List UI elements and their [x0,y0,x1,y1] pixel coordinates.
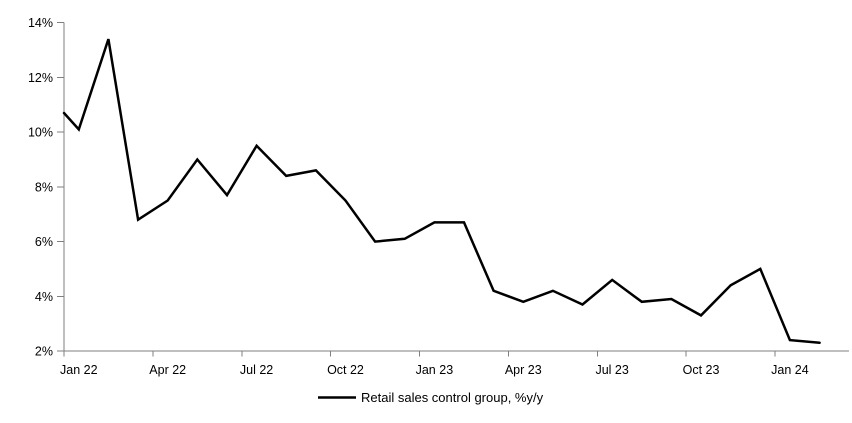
x-tick-label: Jul 23 [595,363,628,377]
x-axis-ticks: Jan 22 Apr 22 Jul 22 Oct 22 Jan 23 Apr 23 Jul … [60,351,809,377]
y-tick-label: 2% [35,345,53,359]
x-tick-label: Oct 22 [327,363,364,377]
y-axis-ticks: 14% 12% 10% 8% 6% 4% 2% [28,16,64,359]
y-tick-label: 12% [28,71,53,85]
y-tick-label: 8% [35,180,53,194]
x-tick-label: Oct 23 [683,363,720,377]
x-tick-label: Jan 24 [771,363,809,377]
series-line-retail-sales-control-group [62,38,821,345]
y-tick-label: 4% [35,290,53,304]
x-tick-label: Jan 23 [416,363,454,377]
y-tick-label: 6% [35,235,53,249]
y-tick-label: 10% [28,126,53,140]
y-tick-label: 14% [28,16,53,30]
x-tick-label: Apr 23 [505,363,542,377]
legend: Retail sales control group, %y/y [318,390,544,405]
x-tick-label: Jul 22 [240,363,273,377]
x-tick-label: Apr 22 [149,363,186,377]
legend-label: Retail sales control group, %y/y [361,390,544,405]
x-tick-label: Jan 22 [60,363,98,377]
